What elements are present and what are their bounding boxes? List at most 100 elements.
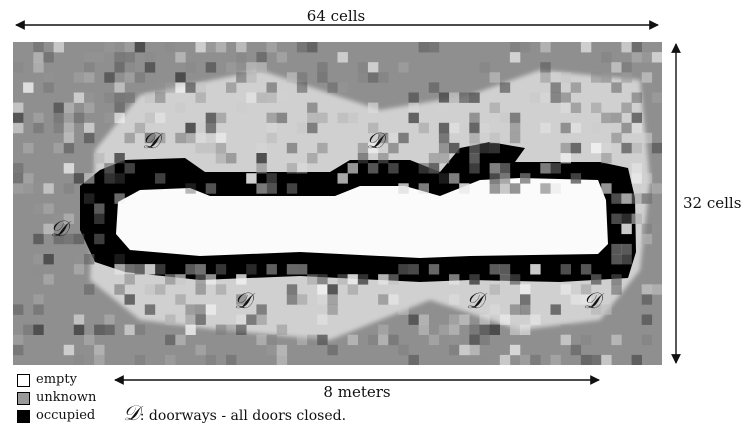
grid-cell [357,274,369,285]
grid-cell [307,334,318,346]
grid-cell [357,142,369,154]
grid-cell [509,42,521,53]
grid-cell [205,142,217,154]
grid-cell [296,82,308,93]
grid-cell [246,314,257,325]
grid-cell [286,142,298,154]
grid-cell [520,324,531,335]
grid-cell [43,203,54,214]
grid-cell [144,62,156,73]
grid-cell [195,274,206,285]
grid-cell [185,304,196,315]
grid-cell [175,274,186,285]
grid-cell [276,344,288,356]
grid-cell [337,52,348,63]
grid-cell [611,213,622,224]
grid-cell [408,314,419,325]
grid-cell [408,112,419,124]
grid-cell [611,112,622,124]
grid-cell [459,183,470,194]
grid-cell [63,163,75,174]
grid-cell [124,92,135,103]
grid-cell [601,183,612,194]
grid-cell [509,122,521,134]
grid-cell [550,72,561,83]
grid-cell [144,132,156,144]
scale-dimension-label: 8 meters [323,383,390,401]
grid-cell [13,163,24,174]
grid-cell [134,264,146,275]
legend-item-occupied: occupied [17,407,96,425]
grid-cell [13,122,24,134]
grid-cell [236,324,247,335]
grid-cell [43,82,54,93]
grid-cell [236,294,247,305]
grid-cell [438,132,450,144]
grid-cell [509,344,521,356]
grid-cell [256,62,267,73]
grid-cell [641,52,653,63]
grid-cell [13,102,24,113]
grid-cell [63,213,75,224]
grid-cell [114,102,125,113]
grid-cell [296,42,308,53]
grid-cell [104,163,115,174]
grid-cell [337,173,348,184]
grid-cell [631,52,642,63]
grid-cell [621,102,632,113]
grid-cell [195,142,206,154]
legend: empty unknown occupied [17,371,96,425]
grid-cell [418,314,429,325]
grid-cell [418,324,429,335]
grid-cell [580,284,592,295]
grid-cell [33,122,44,134]
grid-cell [591,122,602,134]
grid-cell [347,334,358,346]
grid-cell [84,62,95,73]
grid-cell [550,354,561,365]
legend-label: empty [36,372,77,387]
grid-cell [104,112,115,124]
grid-cell [641,223,653,235]
grid-cell [43,52,54,63]
grid-cell [276,112,288,124]
grid-cell [266,344,277,356]
grid-cell [540,72,551,83]
grid-cell [580,334,592,346]
grid-cell [428,163,440,174]
grid-cell [185,264,196,275]
grid-cell [479,62,490,73]
grid-cell [236,52,247,63]
grid-cell [296,264,308,275]
grid-cell [73,72,85,83]
grid-cell [631,193,642,204]
legend-item-unknown: unknown [17,389,96,407]
grid-cell [631,42,642,53]
grid-cell [418,183,429,194]
grid-cell [388,334,399,346]
grid-cell [195,132,206,144]
grid-cell [33,264,44,275]
grid-cell [317,62,328,73]
grid-cell [94,153,105,164]
grid-cell [489,102,500,113]
grid-cell [479,354,490,365]
grid-cell [226,82,237,93]
grid-cell [266,183,277,194]
grid-cell [266,122,277,134]
grid-cell [570,173,582,184]
grid-cell [641,132,653,144]
grid-cell [489,284,500,295]
grid-cell [185,183,196,194]
grid-cell [33,324,44,335]
grid-cell [560,72,571,83]
grid-cell [469,344,480,356]
grid-cell [185,132,196,144]
grid-cell [327,304,338,315]
grid-cell [205,122,217,134]
grid-cell [570,142,582,154]
grid-cell [449,294,460,305]
grid-cell [104,324,115,335]
grid-cell [63,112,75,124]
grid-cell [165,42,176,53]
